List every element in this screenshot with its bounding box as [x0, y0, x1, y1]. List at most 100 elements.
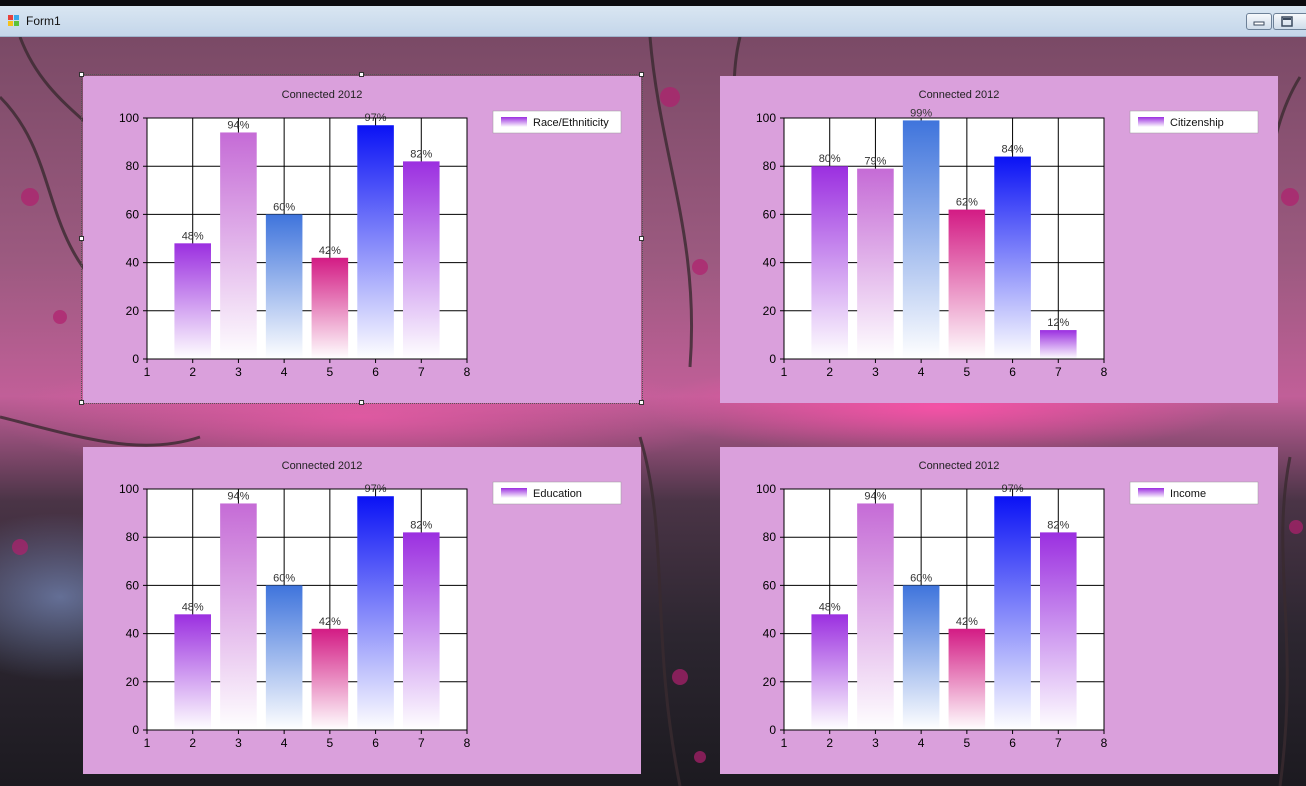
- legend-label: Income: [1170, 488, 1206, 500]
- x-tick-label: 2: [189, 736, 196, 750]
- bar-data-label: 84%: [1002, 144, 1024, 156]
- x-tick-label: 7: [418, 736, 425, 750]
- chart-citizenship[interactable]: Connected 2012 80% 79% 99% 62% 84% 12% 1 2 3 4 5 6 7 8…: [720, 76, 1278, 403]
- resize-grip-top-right[interactable]: [639, 72, 644, 77]
- chart-race-ethnicity[interactable]: Connected 2012 48% 94% 60% 42% 97% 82% 1 2 3 4 5 6 7 8…: [83, 76, 641, 403]
- bar[interactable]: [311, 257, 349, 359]
- plot-border: [146, 117, 468, 360]
- bar-data-label: 60%: [273, 572, 295, 584]
- legend-label: Education: [533, 488, 582, 500]
- bar[interactable]: [811, 166, 848, 359]
- y-tick-label: 0: [132, 352, 139, 366]
- bar[interactable]: [1040, 330, 1077, 359]
- bar[interactable]: [357, 496, 394, 730]
- bar-data-label: 60%: [273, 201, 295, 213]
- y-tick-label: 100: [756, 111, 776, 125]
- y-tick-label: 80: [126, 159, 140, 173]
- x-tick-label: 4: [281, 736, 288, 750]
- bar-data-label: 12%: [1047, 317, 1069, 329]
- bar[interactable]: [994, 156, 1031, 359]
- window-title-bar[interactable]: Form1: [0, 6, 1306, 37]
- x-tick-label: 8: [464, 736, 471, 750]
- x-tick-label: 3: [235, 365, 242, 379]
- bar-data-label: 94%: [227, 490, 249, 502]
- chart-income[interactable]: Connected 2012 48% 94% 60% 42% 97% 82% 1 2 3 4 5 6 7 8…: [720, 447, 1278, 774]
- maximize-icon: [1281, 16, 1293, 27]
- x-tick-label: 5: [327, 365, 334, 379]
- form-client-area: Connected 2012 48% 94% 60% 42% 97% 82% 1 2 3 4 5 6 7 8…: [0, 37, 1306, 786]
- bar-data-label: 94%: [864, 490, 886, 502]
- legend-swatch: [501, 488, 527, 498]
- bar[interactable]: [994, 496, 1031, 730]
- bar[interactable]: [174, 614, 211, 730]
- plot-border: [783, 488, 1105, 731]
- x-tick-label: 1: [144, 736, 151, 750]
- x-tick-label: 8: [1101, 365, 1108, 379]
- resize-grip-bottom-left[interactable]: [79, 400, 84, 405]
- x-tick-label: 8: [1101, 736, 1108, 750]
- y-tick-label: 60: [126, 578, 140, 592]
- y-tick-label: 40: [763, 256, 777, 270]
- y-tick-label: 20: [763, 675, 777, 689]
- bar-data-label: 79%: [864, 156, 886, 168]
- chart-legend[interactable]: Citizenship: [1129, 110, 1259, 134]
- resize-grip-top-left[interactable]: [79, 72, 84, 77]
- bar[interactable]: [265, 214, 303, 359]
- bar[interactable]: [857, 168, 894, 359]
- chart-title: Connected 2012: [919, 89, 1000, 101]
- chart-title: Connected 2012: [282, 89, 363, 101]
- y-tick-label: 20: [126, 675, 140, 689]
- bar[interactable]: [948, 628, 986, 730]
- bar[interactable]: [857, 503, 894, 730]
- bar[interactable]: [220, 132, 257, 359]
- legend-box: [492, 110, 622, 134]
- bar[interactable]: [948, 209, 986, 359]
- resize-grip-left[interactable]: [79, 236, 84, 241]
- bar-data-label: 80%: [819, 153, 841, 165]
- x-tick-label: 2: [189, 365, 196, 379]
- bar[interactable]: [311, 628, 349, 730]
- maximize-button[interactable]: [1273, 13, 1306, 30]
- y-tick-label: 80: [763, 159, 777, 173]
- x-tick-label: 3: [872, 736, 879, 750]
- bar[interactable]: [220, 503, 257, 730]
- bar[interactable]: [811, 614, 848, 730]
- bar[interactable]: [902, 585, 940, 730]
- bar[interactable]: [902, 120, 940, 359]
- minimize-button[interactable]: [1246, 13, 1272, 30]
- y-tick-label: 40: [126, 256, 140, 270]
- chart-legend[interactable]: Race/Ethniticity: [492, 110, 622, 134]
- x-tick-label: 7: [1055, 365, 1062, 379]
- x-tick-label: 4: [918, 736, 925, 750]
- bar[interactable]: [357, 125, 394, 359]
- bar[interactable]: [1040, 532, 1077, 730]
- resize-grip-right[interactable]: [639, 236, 644, 241]
- chart-legend[interactable]: Income: [1129, 481, 1259, 505]
- bar-data-label: 48%: [182, 230, 204, 242]
- resize-grip-bottom[interactable]: [359, 400, 364, 405]
- bar[interactable]: [174, 243, 211, 359]
- legend-label: Race/Ethniticity: [533, 117, 609, 129]
- bar-data-label: 94%: [227, 119, 249, 131]
- x-tick-label: 2: [826, 365, 833, 379]
- x-tick-label: 5: [327, 736, 334, 750]
- bar-data-label: 42%: [319, 245, 341, 257]
- legend-box: [492, 481, 622, 505]
- x-tick-label: 1: [144, 365, 151, 379]
- bar[interactable]: [403, 532, 440, 730]
- y-tick-label: 80: [126, 530, 140, 544]
- chart-education[interactable]: Connected 2012 48% 94% 60% 42% 97% 82% 1 2 3 4 5 6 7 8…: [83, 447, 641, 774]
- chart-legend[interactable]: Education: [492, 481, 622, 505]
- resize-grip-top[interactable]: [359, 72, 364, 77]
- bar-data-label: 42%: [956, 616, 978, 628]
- chart-plot-svg: Connected 2012 80% 79% 99% 62% 84% 12% 1 2 3 4 5 6 7 8…: [756, 89, 1259, 379]
- x-tick-label: 4: [918, 365, 925, 379]
- bar[interactable]: [265, 585, 303, 730]
- resize-grip-bottom-right[interactable]: [639, 400, 644, 405]
- bar-data-label: 82%: [410, 519, 432, 531]
- y-tick-label: 100: [119, 111, 139, 125]
- bar[interactable]: [403, 161, 440, 359]
- x-tick-label: 2: [826, 736, 833, 750]
- bar-data-label: 42%: [319, 616, 341, 628]
